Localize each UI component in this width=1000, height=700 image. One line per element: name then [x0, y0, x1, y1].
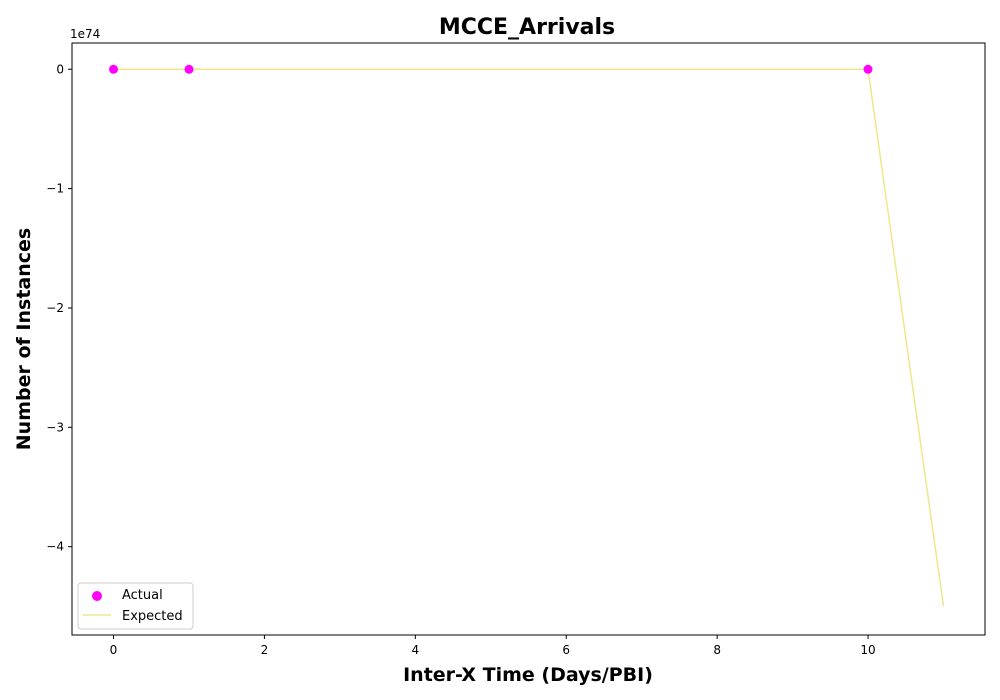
expected-line — [113, 68, 945, 607]
legend-actual-marker — [92, 591, 102, 601]
x-tick-label: 6 — [562, 643, 570, 657]
actual-point — [109, 64, 118, 74]
plot-marks — [109, 64, 945, 607]
y-axis-label: Number of Instances — [13, 228, 35, 450]
legend-box — [77, 582, 194, 630]
x-tick-label: 2 — [261, 643, 269, 657]
x-tick-label: 0 — [110, 643, 118, 657]
legend: Actual Expected — [77, 582, 194, 630]
axis-ticks: 0 2 4 6 8 10 0 −1 −2 −3 −4 — [46, 62, 875, 657]
x-tick-label: 4 — [411, 643, 419, 657]
actual-point — [184, 64, 194, 74]
plot-frame — [71, 42, 986, 636]
y-tick-label: −3 — [46, 420, 64, 434]
y-tick-label: −4 — [46, 540, 64, 554]
actual-point — [863, 64, 873, 74]
x-tick-label: 10 — [860, 643, 875, 657]
y-offset-text: 1e74 — [70, 27, 100, 41]
y-tick-label: −2 — [46, 301, 64, 315]
legend-actual-label: Actual — [122, 588, 163, 603]
x-axis-label: Inter-X Time (Days/PBI) — [403, 664, 653, 686]
y-tick-label: −1 — [46, 182, 64, 196]
x-tick-label: 8 — [713, 643, 721, 657]
chart-title: MCCE_Arrivals — [439, 15, 615, 40]
legend-expected-label: Expected — [122, 609, 183, 624]
y-tick-label: 0 — [56, 62, 64, 76]
